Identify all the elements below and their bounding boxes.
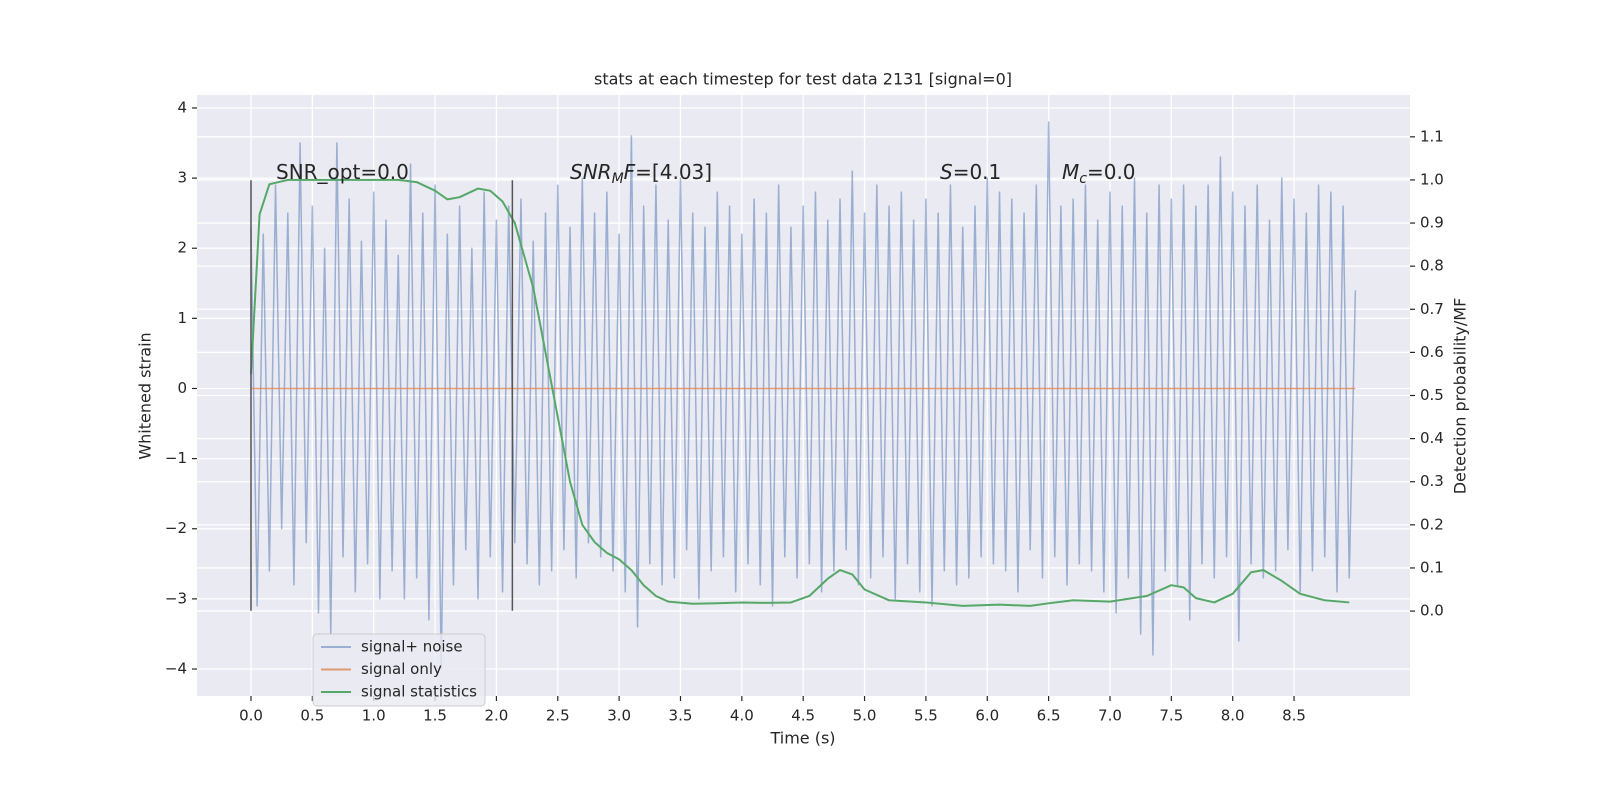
legend-label: signal only	[361, 660, 442, 678]
annotation-part: F	[624, 160, 636, 184]
y2-tick-label: 0.2	[1420, 515, 1444, 533]
annotation-part: =0.0	[1087, 160, 1136, 184]
annotation-part: M	[612, 171, 624, 187]
x-tick-label: 8.5	[1282, 707, 1306, 725]
annotation-part: c	[1079, 171, 1087, 187]
y-tick-label: −2	[165, 519, 187, 537]
legend-label: signal+ noise	[361, 638, 463, 656]
series-line	[249, 178, 1350, 607]
x-tick-label: 1.0	[362, 707, 386, 725]
y-tick-label: −1	[165, 449, 187, 467]
x-tick-label: 7.0	[1098, 707, 1122, 725]
annotation: Mc=0.0	[1062, 160, 1136, 188]
annotation-part: SNR	[570, 160, 612, 184]
y2-tick-label: 1.1	[1420, 127, 1444, 145]
legend-box	[312, 633, 486, 707]
annotation: SNR_opt=0.0	[276, 160, 409, 184]
y-tick-label: 3	[177, 169, 187, 187]
series-line	[250, 121, 1357, 670]
annotation: S=0.1	[940, 160, 1001, 184]
y2-tick-label: 1.0	[1420, 170, 1444, 188]
x-axis-label: Time (s)	[769, 729, 835, 748]
y2-axis-label: Detection probability/MF	[1451, 298, 1470, 495]
x-tick-label: 6.0	[975, 707, 999, 725]
x-tick-label: 5.0	[853, 707, 877, 725]
x-tick-label: 4.0	[730, 707, 754, 725]
annotation: SNRMF=[4.03]	[570, 160, 712, 188]
y2-tick-label: 0.9	[1420, 214, 1444, 232]
x-tick-label: 0.0	[239, 707, 263, 725]
y2-tick-label: 0.5	[1420, 386, 1444, 404]
legend-label: signal statistics	[361, 683, 477, 701]
y2-tick-label: 0.1	[1420, 558, 1444, 576]
annotation-part: =0.1	[953, 160, 1002, 184]
y2-tick-label: 0.6	[1420, 343, 1444, 361]
annotation-part: S	[940, 160, 953, 184]
y-tick-label: 1	[177, 309, 187, 327]
y-tick-label: −3	[165, 589, 187, 607]
x-tick-label: 1.5	[423, 707, 447, 725]
x-tick-label: 2.0	[484, 707, 508, 725]
y2-tick-label: 0.8	[1420, 257, 1444, 275]
x-tick-label: 2.5	[546, 707, 570, 725]
annotation-part: SNR_opt=0.0	[276, 160, 409, 184]
x-tick-label: 7.5	[1159, 707, 1183, 725]
x-tick-label: 6.5	[1037, 707, 1061, 725]
annotation-part: M	[1062, 160, 1079, 184]
y-tick-label: 2	[177, 239, 187, 257]
y-axis-label: Whitened strain	[136, 332, 155, 459]
y2-tick-label: 0.0	[1420, 602, 1444, 620]
overlay: 0.0 0.5 1.0 1.5 2.0 2.5 3.0 3.5 4.0 4.5 5.0 5.5 6.0 6…	[165, 98, 1444, 724]
y2-tick-label: 0.3	[1420, 472, 1444, 490]
y-tick-label: −4	[165, 660, 187, 678]
y-tick-label: 0	[177, 379, 187, 397]
x-tick-label: 4.5	[791, 707, 815, 725]
x-tick-label: 0.5	[300, 707, 324, 725]
x-tick-label: 3.0	[607, 707, 631, 725]
x-tick-label: 5.5	[914, 707, 938, 725]
legend: signal+ noise signal only signal statistic…	[312, 633, 486, 707]
chart-title: stats at each timestep for test data 213…	[594, 70, 1012, 89]
x-tick-label: 8.0	[1221, 707, 1245, 725]
x-tick-label: 3.5	[669, 707, 693, 725]
annotation-part: =[4.03]	[635, 160, 712, 184]
y2-tick-label: 0.7	[1420, 300, 1444, 318]
plot	[249, 121, 1357, 670]
y2-tick-label: 0.4	[1420, 429, 1444, 447]
y-tick-label: 4	[177, 98, 187, 116]
